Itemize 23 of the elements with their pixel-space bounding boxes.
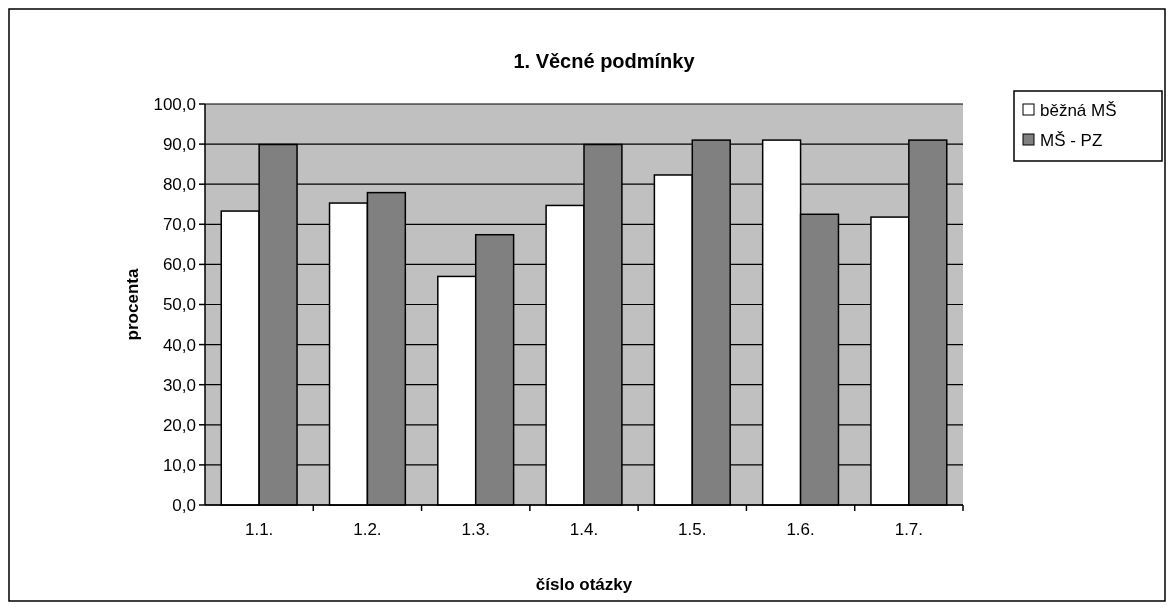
y-tick-label: 0,0 [172, 495, 196, 515]
y-tick-label: 90,0 [162, 135, 196, 155]
y-tick-label: 80,0 [162, 175, 196, 195]
x-tick-label: 1.1. [244, 520, 274, 539]
y-tick-label: 60,0 [162, 255, 196, 275]
x-tick-label: 1.5. [678, 520, 707, 539]
y-axis-title: procenta [123, 268, 142, 341]
x-tick-label: 1.7. [894, 520, 924, 539]
x-axis-title: číslo otázky [535, 575, 633, 594]
chart-title: 1. Věcné podmínky [513, 50, 696, 72]
y-tick-label: 40,0 [162, 335, 196, 355]
legend-label: běžná MŠ [1040, 100, 1117, 120]
x-tick-label: 1.6. [786, 520, 815, 539]
legend-label: MŠ - PZ [1040, 130, 1103, 150]
y-tick-label: 20,0 [162, 415, 196, 435]
y-tick-label: 10,0 [162, 455, 196, 475]
x-tick-label: 1.3. [461, 520, 490, 539]
x-tick-label: 1.2. [353, 520, 382, 539]
y-tick-label: 70,0 [162, 215, 196, 235]
y-tick-label: 50,0 [162, 295, 196, 315]
y-tick-label: 100,0 [153, 94, 196, 114]
y-tick-label: 30,0 [162, 375, 196, 395]
x-tick-label: 1.4. [569, 520, 599, 539]
